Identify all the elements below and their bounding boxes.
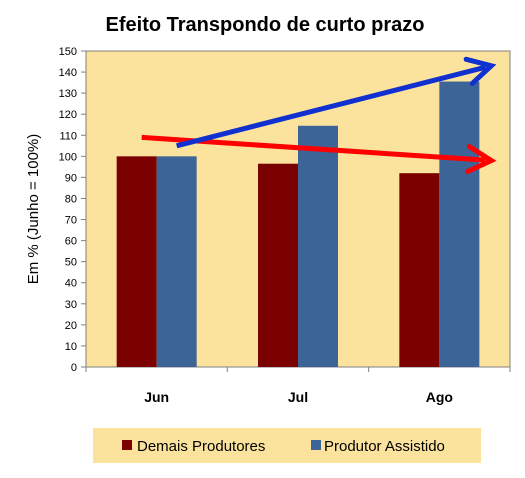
y-tick-label: 20 xyxy=(65,320,77,332)
y-tick-label: 30 xyxy=(65,299,77,311)
x-tick-label: Jun xyxy=(144,389,169,405)
y-tick-label: 70 xyxy=(65,215,77,227)
trend-arrows xyxy=(141,56,497,174)
arrow-head-red xyxy=(465,144,497,174)
legend-label-produtor-assistido: Produtor Assistido xyxy=(324,438,445,455)
bars xyxy=(116,81,480,368)
bar-demais-produtores-jul xyxy=(258,163,298,367)
arrow-shaft-blue xyxy=(176,64,487,149)
bar-produtor-assistido-jul xyxy=(298,125,338,367)
y-tick-label: 90 xyxy=(65,172,77,184)
y-tick-label: 120 xyxy=(59,109,77,121)
legend-label-demais-produtores: Demais Produtores xyxy=(137,438,265,455)
x-tick-label: Jul xyxy=(288,389,308,405)
y-tick-label: 10 xyxy=(65,341,77,353)
y-tick-label: 150 xyxy=(59,46,77,58)
bar-demais-produtores-ago xyxy=(399,173,440,367)
bar-produtor-assistido-ago xyxy=(439,81,480,368)
legend-box xyxy=(93,428,481,463)
y-tick-label: 130 xyxy=(59,88,77,100)
y-tick-label: 110 xyxy=(59,130,77,142)
x-tick-label: Ago xyxy=(426,389,453,405)
y-tick-label: 0 xyxy=(71,362,77,374)
y-tick-label: 140 xyxy=(59,67,77,79)
y-tick-label: 100 xyxy=(59,151,77,163)
y-tick-label: 50 xyxy=(65,257,77,269)
bar-produtor-assistido-jun xyxy=(156,156,197,367)
y-tick-label: 60 xyxy=(65,236,77,248)
bar-demais-produtores-jun xyxy=(116,156,157,367)
y-tick-label: 40 xyxy=(65,278,77,290)
y-tick-label: 80 xyxy=(65,193,77,205)
chart-title: Efeito Transpondo de curto prazo xyxy=(106,14,425,36)
legend-swatch-demais-produtores xyxy=(122,440,132,450)
y-axis: 0 10 20 30 40 50 60 70 80 90 100 110 120 130 140 150 xyxy=(59,46,87,374)
legend: Demais Produtores Produtor Assistido xyxy=(93,428,481,463)
y-axis-label: Em % (Junho = 100%) xyxy=(25,134,42,285)
legend-swatch-produtor-assistido xyxy=(311,440,321,450)
x-axis: Jun Jul Ago xyxy=(85,366,511,405)
arrow-head-blue xyxy=(463,56,497,86)
